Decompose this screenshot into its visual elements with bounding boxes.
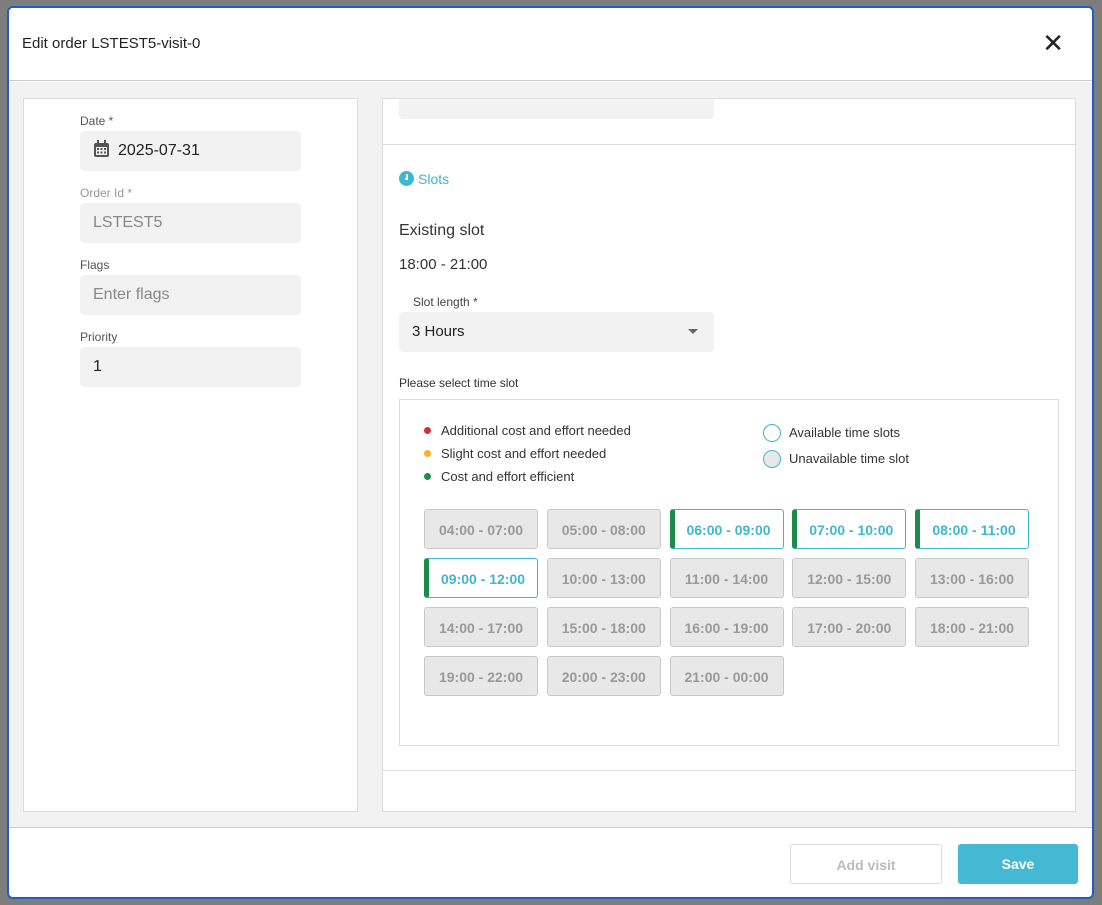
priority-input[interactable]: 1 [80, 347, 301, 387]
existing-slot-label: Existing slot [399, 222, 485, 239]
select-prompt: Please select time slot [399, 376, 519, 390]
date-value: 2025-07-31 [118, 142, 200, 159]
close-icon[interactable]: ✕ [1042, 28, 1064, 58]
slot-length-select[interactable]: 3 Hours [399, 312, 714, 352]
time-slot: 12:00 - 15:00 [792, 558, 907, 598]
time-slot: 18:00 - 21:00 [915, 607, 1029, 647]
time-slot: 21:00 - 00:00 [669, 656, 784, 696]
legend-text: Slight cost and effort needed [441, 446, 607, 461]
dialog-body: Date * 2025-07-31 Order Id * LSTEST5 Fla… [9, 82, 1092, 828]
time-slot: 14:00 - 17:00 [424, 607, 538, 647]
yellow-dot-icon [424, 450, 431, 457]
time-slot: 13:00 - 16:00 [915, 558, 1029, 598]
legend-text: Unavailable time slot [789, 451, 909, 466]
duration-input[interactable]: 120 [399, 99, 714, 119]
unavailable-circle-icon [763, 450, 781, 468]
legend-available: Available time slots [763, 424, 900, 442]
available-circle-icon [763, 424, 781, 442]
clock-icon [399, 171, 414, 186]
left-panel: Date * 2025-07-31 Order Id * LSTEST5 Fla… [23, 98, 358, 812]
legend-text: Cost and effort efficient [441, 469, 575, 484]
time-slot: 17:00 - 20:00 [792, 607, 907, 647]
right-panel: 120 Slots Existing slot 18:00 - 21:00 Sl… [382, 98, 1076, 812]
dialog-footer: Add visit Save [9, 829, 1092, 897]
time-slot[interactable]: 07:00 - 10:00 [792, 509, 907, 549]
time-slot[interactable]: 06:00 - 09:00 [669, 509, 784, 549]
calendar-icon [94, 140, 109, 157]
time-slot: 15:00 - 18:00 [546, 607, 661, 647]
time-slot: 04:00 - 07:00 [424, 509, 538, 549]
time-slot: 10:00 - 13:00 [546, 558, 661, 598]
order-id-label: Order Id * [80, 186, 133, 200]
legend-efficient: Cost and effort efficient [424, 469, 574, 484]
green-dot-icon [424, 473, 431, 480]
time-slot: 11:00 - 14:00 [669, 558, 784, 598]
chevron-down-icon [688, 329, 698, 334]
time-slot[interactable]: 08:00 - 11:00 [915, 509, 1029, 549]
edit-order-dialog: Edit order LSTEST5-visit-0 ✕ Date * 2025… [7, 6, 1094, 899]
dialog-header: Edit order LSTEST5-visit-0 ✕ [9, 8, 1092, 81]
time-slot: 20:00 - 23:00 [546, 656, 661, 696]
dialog-title: Edit order LSTEST5-visit-0 [22, 35, 201, 52]
slot-length-label: Slot length * [413, 295, 478, 309]
priority-label: Priority [80, 330, 118, 344]
add-visit-button[interactable]: Add visit [790, 844, 942, 884]
time-slot: 16:00 - 19:00 [669, 607, 784, 647]
slots-heading: Slots [399, 171, 449, 187]
divider [383, 144, 1075, 145]
flags-label: Flags [80, 258, 110, 272]
red-dot-icon [424, 427, 431, 434]
slot-length-value: 3 Hours [412, 323, 465, 340]
legend-additional-cost: Additional cost and effort needed [424, 423, 631, 438]
legend-text: Additional cost and effort needed [441, 423, 631, 438]
flags-input[interactable]: Enter flags [80, 275, 301, 315]
time-slot[interactable]: 09:00 - 12:00 [424, 558, 538, 598]
save-button[interactable]: Save [958, 844, 1078, 884]
order-id-field: LSTEST5 [80, 203, 301, 243]
slot-picker: Additional cost and effort needed Slight… [399, 399, 1059, 746]
date-label: Date * [80, 114, 114, 128]
legend-unavailable: Unavailable time slot [763, 450, 909, 468]
date-field[interactable]: 2025-07-31 [80, 131, 301, 171]
divider [383, 770, 1075, 771]
legend-text: Available time slots [789, 425, 901, 440]
slots-heading-text: Slots [418, 171, 450, 187]
time-slot: 05:00 - 08:00 [546, 509, 661, 549]
time-slot: 19:00 - 22:00 [424, 656, 538, 696]
legend-slight-cost: Slight cost and effort needed [424, 446, 606, 461]
existing-slot-value: 18:00 - 21:00 [399, 256, 488, 273]
